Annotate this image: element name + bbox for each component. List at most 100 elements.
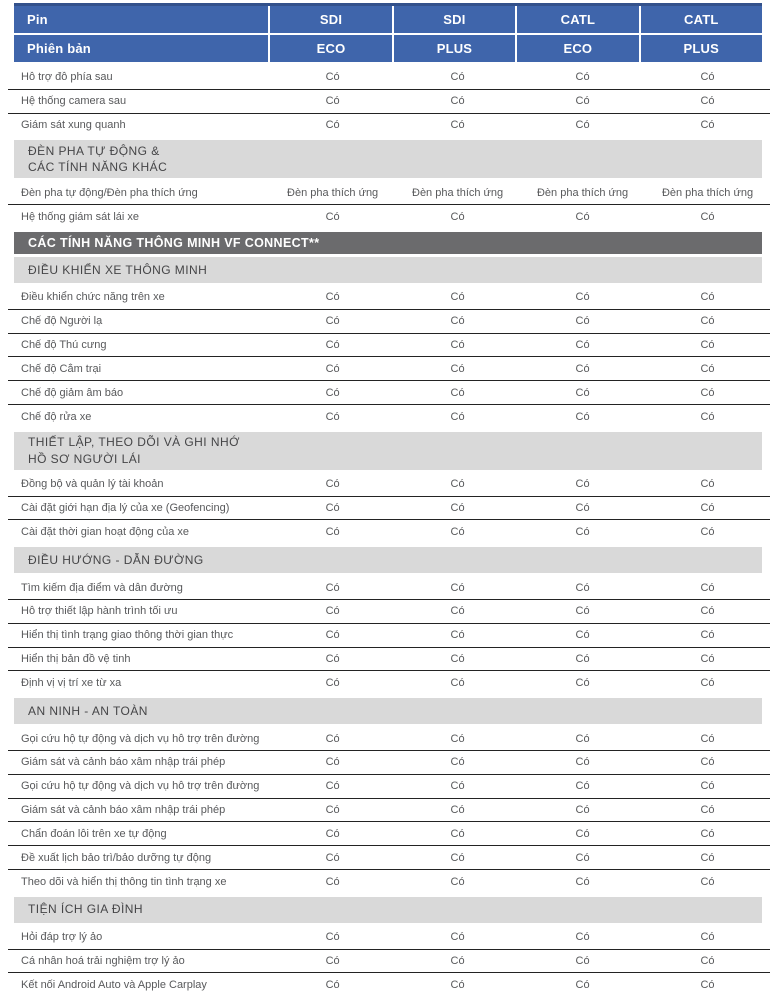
feature-value: Có [450,95,465,108]
feature-label: Giám sát và cảnh báo xâm nhập trái phép [21,803,226,816]
feature-value: Có [450,338,465,351]
section-header: AN NINH - AN TOÀN [14,698,762,725]
feature-label: Giám sát xung quanh [21,119,126,132]
feature-row: Định vị vị trí xe từ xa Có Có Có Có [8,671,770,695]
feature-value: Có [450,851,465,864]
feature-value: Đèn pha thích ứng [661,186,754,199]
feature-value: Có [575,315,590,328]
feature-label: Hệ thống camera sau [21,95,127,108]
feature-row: Chế độ Thú cưng Có Có Có Có [8,334,770,358]
feature-value: Có [325,95,340,108]
feature-value: Có [700,629,715,642]
header-version-col-3: ECO [517,35,639,62]
table-header: Pin SDI SDI CATL CATL Phiên bản ECO PLUS… [14,3,762,62]
feature-value: Có [450,362,465,375]
feature-value: Có [325,410,340,423]
header-version-col-1: ECO [270,35,392,62]
feature-value: Có [575,362,590,375]
feature-row: Cài đặt thời gian hoạt động của xe Có Có Có… [8,520,770,544]
feature-value: Có [700,526,715,539]
feature-value: Có [700,362,715,375]
feature-value: Có [325,291,340,304]
feature-value: Có [450,291,465,304]
feature-value: Có [700,931,715,944]
feature-value: Có [575,386,590,399]
feature-label: Đề xuất lịch bảo trì/bảo dưỡng tự động [21,851,212,864]
feature-value: Có [575,931,590,944]
feature-row: Hệ thống camera sau Có Có Có Có [8,90,770,114]
feature-value: Có [700,291,715,304]
feature-label: Hệ thống giám sát lái xe [21,211,140,224]
section-header-text: ĐIỀU KHIỂN XE THÔNG MINH [28,262,208,277]
feature-label: Hiển thị tình trạng giao thông thời gian… [21,629,234,642]
feature-value: Có [325,119,340,132]
feature-value: Có [325,677,340,690]
header-version-col-2: PLUS [393,35,516,62]
header-pin-label: Pin [14,6,269,33]
feature-label: Tìm kiếm địa điểm và dẫn đường [21,581,183,594]
section-header: ĐIỀU HƯỚNG - DẪN ĐƯỜNG [14,547,762,574]
feature-value: Có [700,386,715,399]
feature-value: Có [325,780,340,793]
feature-value: Có [700,211,715,224]
feature-label: Hỗ trợ thiết lập hành trình tối ưu [21,605,178,618]
feature-value: Có [700,338,715,351]
feature-value: Có [325,875,340,888]
feature-row: Hiển thị tình trạng giao thông thời gian… [8,624,770,648]
feature-value: Có [700,677,715,690]
feature-value: Có [450,629,465,642]
feature-value: Có [575,526,590,539]
feature-value: Có [575,979,590,992]
feature-value: Có [700,581,715,594]
feature-value: Có [700,95,715,108]
feature-label: Theo dõi và hiển thị thông tin tình trạn… [21,875,227,888]
feature-row: Hiển thị bản đồ vệ tinh Có Có Có Có [8,648,770,672]
feature-value: Có [700,119,715,132]
section-header-vf-connect: CÁC TÍNH NĂNG THÔNG MINH VF CONNECT** [14,231,762,254]
feature-value: Có [450,581,465,594]
feature-row: Giám sát và cảnh báo xâm nhập trái phép C… [8,751,770,775]
feature-value: Có [450,954,465,967]
feature-row: Gọi cứu hộ tự động và dịch vụ hỗ trợ trê… [8,775,770,799]
feature-value: Có [450,931,465,944]
feature-value: Có [325,526,340,539]
feature-value: Có [450,827,465,840]
feature-value: Có [575,95,590,108]
feature-value: Có [575,410,590,423]
feature-value: Có [325,71,340,84]
feature-value: Có [700,478,715,491]
header-battery-col-4: CATL [640,6,762,33]
feature-row: Hỏi đáp trợ lý ảo Có Có Có Có [8,926,770,950]
feature-row: Chế độ rửa xe Có Có Có Có [8,405,770,429]
feature-value: Có [450,803,465,816]
feature-value: Có [700,315,715,328]
feature-value: Có [450,677,465,690]
feature-value: Có [575,501,590,514]
feature-row: Điều khiển chức năng trên xe Có Có Có Có [8,286,770,310]
feature-row: Hệ thống giám sát lái xe Có Có Có Có [8,205,770,229]
feature-value: Có [700,652,715,665]
feature-value: Có [450,756,465,769]
feature-value: Có [700,803,715,816]
feature-value: Có [700,954,715,967]
feature-value: Có [325,478,340,491]
feature-value: Có [575,652,590,665]
section-header-text: AN NINH - AN TOÀN [28,703,148,718]
feature-value: Có [325,652,340,665]
section-header: ĐIỀU KHIỂN XE THÔNG MINH [14,256,762,283]
feature-row: Giám sát xung quanh Có Có Có Có [8,114,770,138]
feature-value: Có [325,931,340,944]
feature-value: Có [325,851,340,864]
feature-value: Có [450,526,465,539]
feature-value: Có [450,875,465,888]
feature-value: Có [700,756,715,769]
section-header-text: ĐIỀU HƯỚNG - DẪN ĐƯỜNG [28,552,204,567]
header-battery-col-2: SDI [393,6,516,33]
feature-label: Cá nhân hoá trải nghiệm trợ lý ảo [21,954,185,967]
feature-label: Hỏi đáp trợ lý ảo [21,931,103,944]
header-version-col-4: PLUS [640,35,762,62]
feature-value: Có [575,581,590,594]
feature-value: Có [325,605,340,618]
feature-row: Theo dõi và hiển thị thông tin tình trạn… [8,870,770,894]
feature-value: Có [450,605,465,618]
